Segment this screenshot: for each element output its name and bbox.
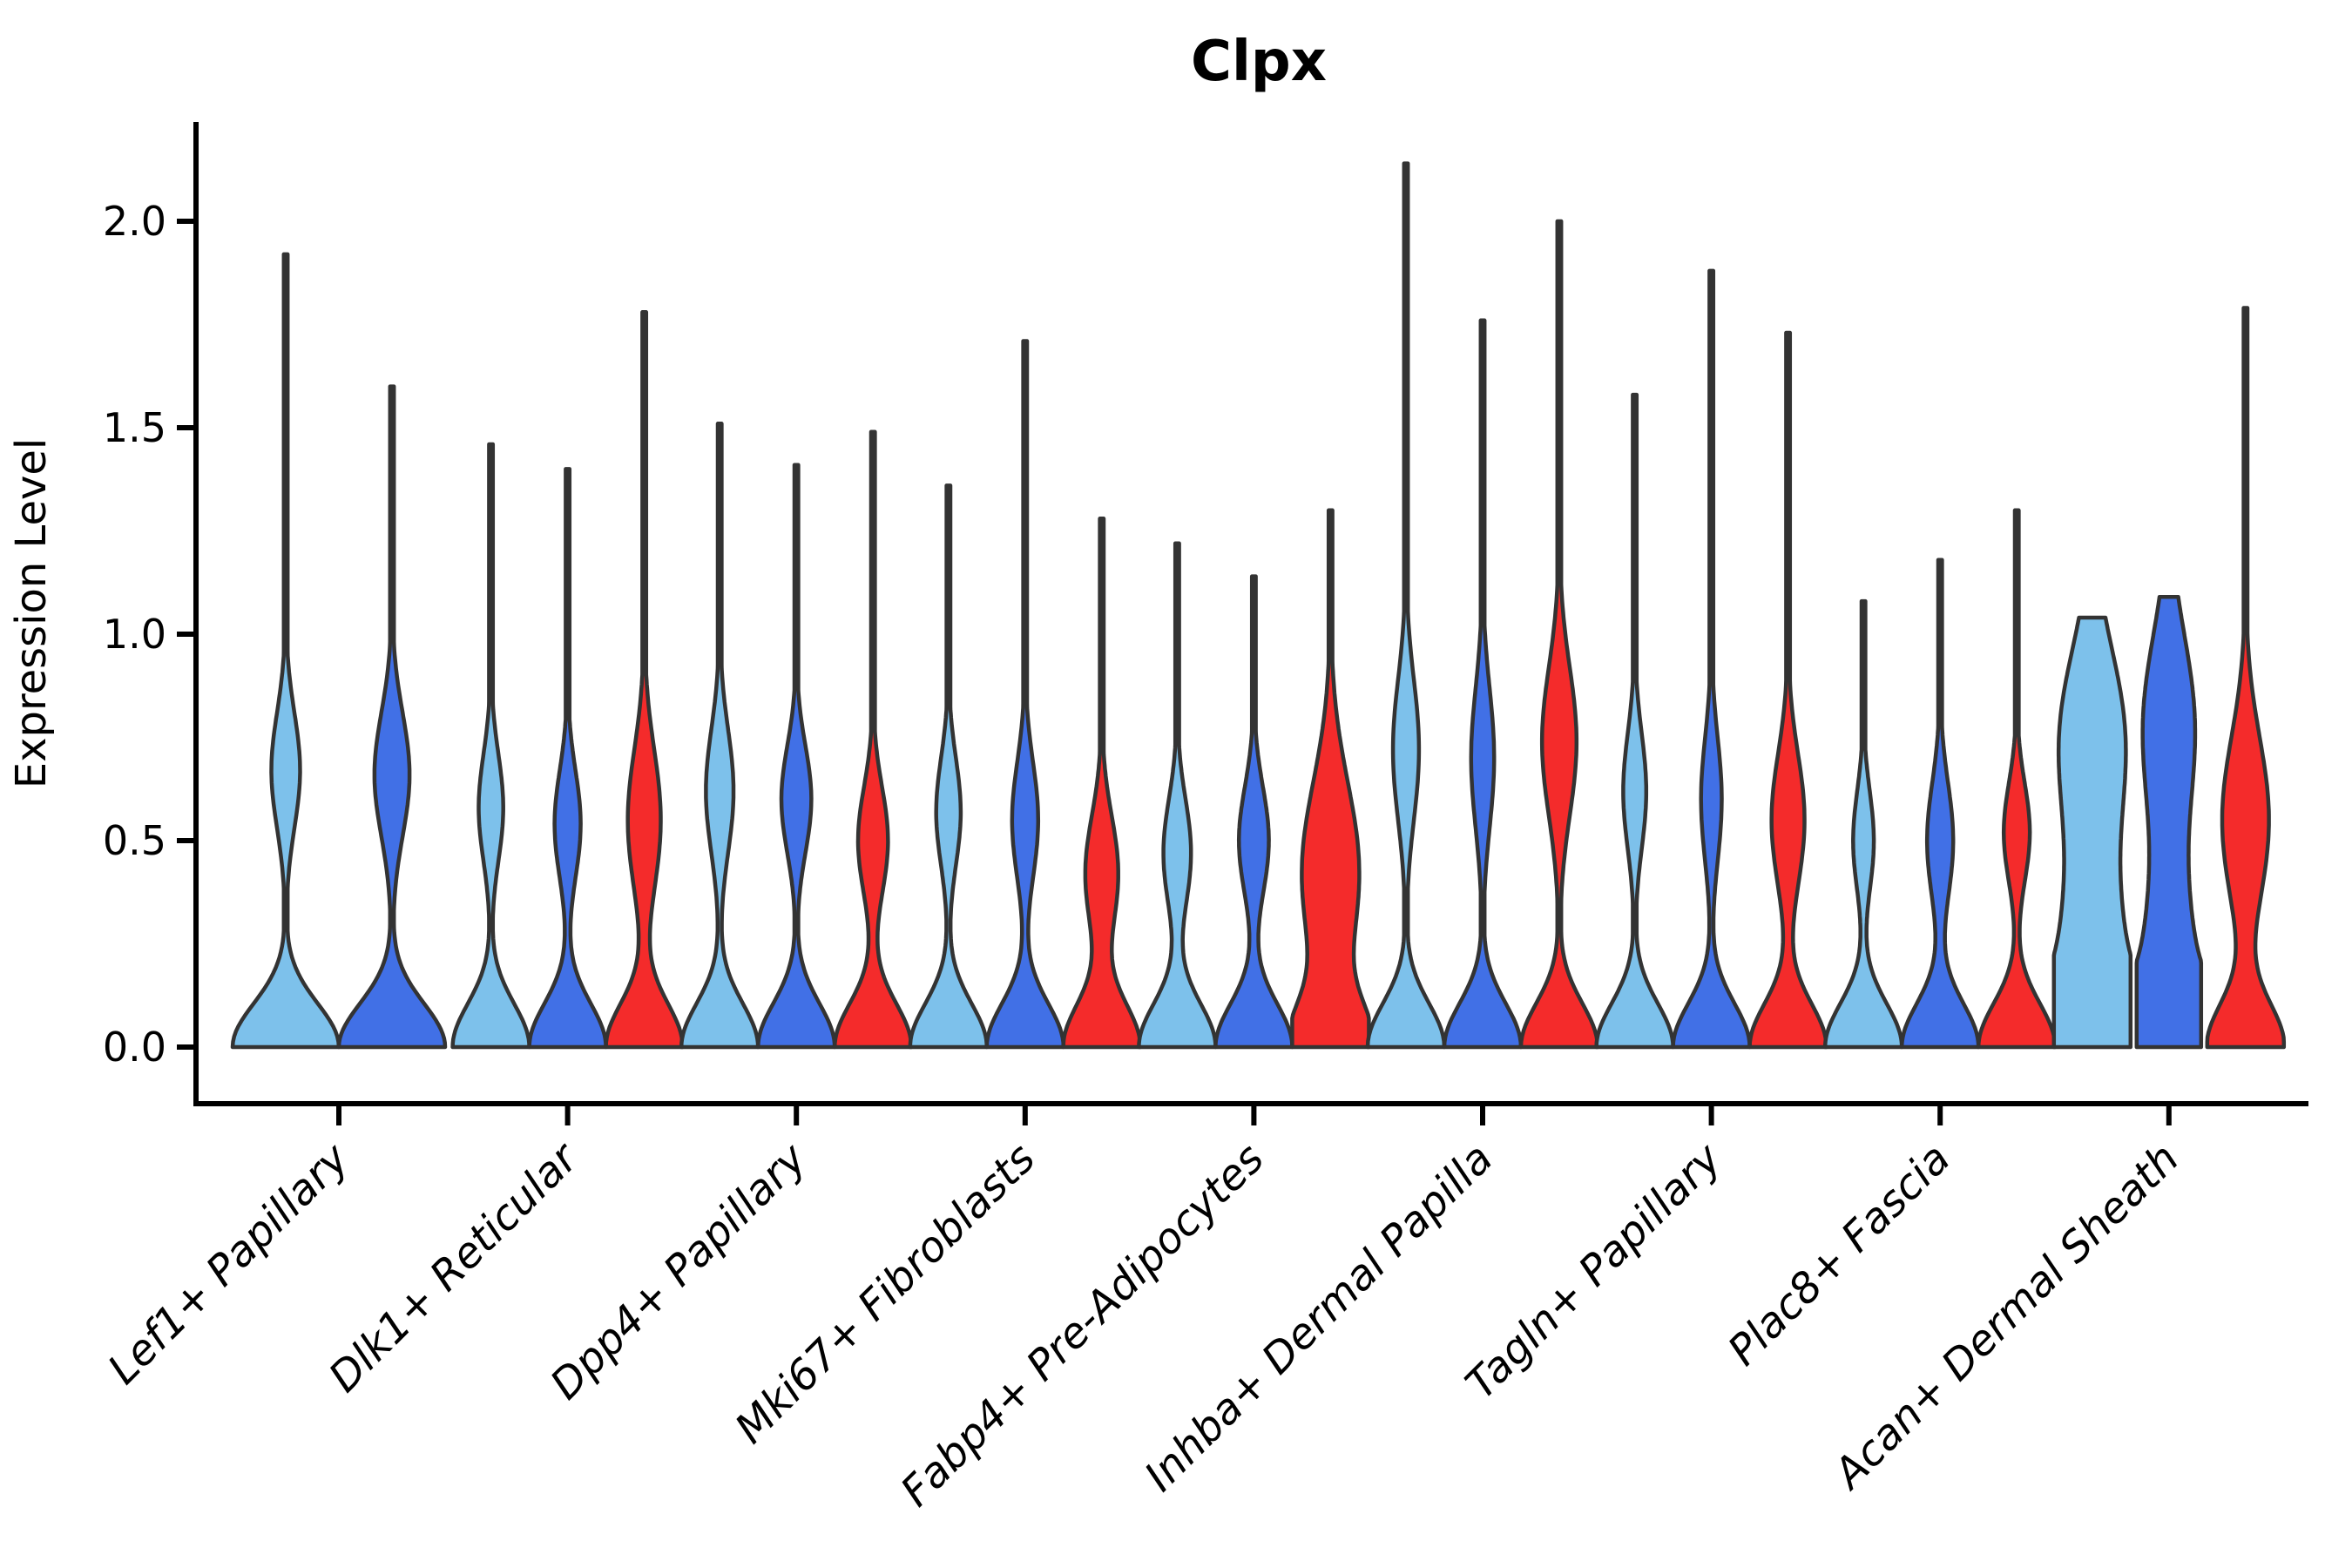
violin-lef1-series-1-lightblue <box>230 252 341 1050</box>
violin-dlk1-series-1-lightblue <box>450 442 531 1050</box>
violin-inhba-series-1-lightblue <box>1365 161 1447 1050</box>
violin-plac8-series-1-lightblue <box>1822 598 1904 1050</box>
violin-tagln-series-1-lightblue <box>1594 392 1675 1050</box>
violin-dpp4-series-3-red <box>832 429 914 1050</box>
y-tick-label: 0.0 <box>103 1024 166 1071</box>
violin-fabp4-series-3-red <box>1290 508 1371 1050</box>
y-tick-label: 0.5 <box>103 817 166 864</box>
violin-mki67-series-1-lightblue <box>908 483 990 1050</box>
violin-dpp4-series-2-royalblue <box>755 463 837 1050</box>
violin-inhba-series-2-royalblue <box>1442 318 1524 1050</box>
violin-inhba-series-3-red <box>1518 219 1600 1050</box>
chart-title: Clpx <box>1191 30 1327 94</box>
violin-tagln-series-3-red <box>1747 330 1828 1050</box>
violin-mki67-series-2-royalblue <box>984 339 1066 1050</box>
violin-plac8-series-3-red <box>1976 508 2058 1050</box>
y-tick-label: 1.0 <box>103 611 166 658</box>
violin-mki67-series-3-red <box>1061 517 1143 1050</box>
violin-lef1-series-2-royalblue <box>336 384 448 1050</box>
violin-acan-series-3-red <box>2205 306 2287 1050</box>
y-tick-label: 1.5 <box>103 404 166 451</box>
y-axis-label: Expression Level <box>7 438 56 789</box>
violin-fabp4-series-1-lightblue <box>1137 541 1218 1050</box>
violin-dlk1-series-2-royalblue <box>527 467 608 1050</box>
y-tick-label: 2.0 <box>103 198 166 245</box>
violin-dlk1-series-3-red <box>604 310 685 1050</box>
violin-acan-series-1-lightblue <box>2051 615 2133 1050</box>
violin-plac8-series-2-royalblue <box>1899 558 1981 1050</box>
violin-tagln-series-2-royalblue <box>1671 268 1752 1050</box>
violin-acan-series-2-royalblue <box>2134 595 2204 1050</box>
violin-fabp4-series-2-royalblue <box>1213 574 1294 1050</box>
violin-dpp4-series-1-lightblue <box>679 422 760 1050</box>
